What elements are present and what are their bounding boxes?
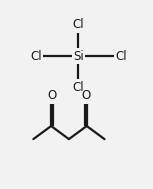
Text: Cl: Cl: [73, 18, 84, 31]
Text: O: O: [47, 89, 56, 102]
Text: Cl: Cl: [73, 81, 84, 94]
Text: O: O: [81, 89, 91, 102]
Text: Si: Si: [73, 50, 84, 63]
Text: Cl: Cl: [30, 50, 42, 63]
Text: Cl: Cl: [115, 50, 127, 63]
